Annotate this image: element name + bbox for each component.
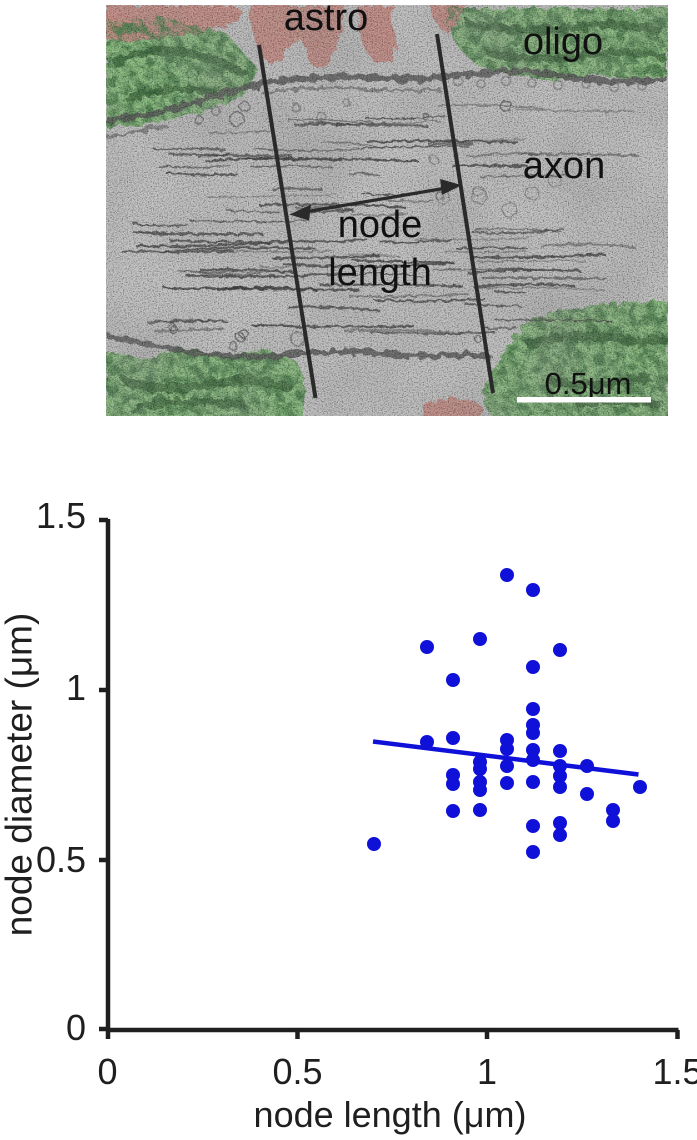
svg-text:astro: astro (284, 5, 368, 39)
svg-text:node diameter (μm): node diameter (μm) (0, 613, 40, 937)
svg-text:0.5: 0.5 (36, 839, 86, 880)
svg-text:node length (μm): node length (μm) (254, 1094, 527, 1135)
svg-text:0.5μm: 0.5μm (545, 366, 632, 401)
svg-text:oligo: oligo (523, 21, 603, 63)
svg-text:axon: axon (523, 145, 605, 187)
svg-text:1: 1 (66, 667, 86, 708)
svg-text:length: length (328, 252, 432, 294)
svg-text:0.5: 0.5 (272, 1051, 322, 1092)
svg-text:1.5: 1.5 (36, 495, 86, 536)
svg-text:0: 0 (66, 1007, 86, 1048)
svg-text:1.5: 1.5 (652, 1051, 697, 1092)
svg-text:0: 0 (97, 1051, 117, 1092)
svg-text:1: 1 (477, 1051, 497, 1092)
svg-text:node: node (338, 204, 423, 246)
